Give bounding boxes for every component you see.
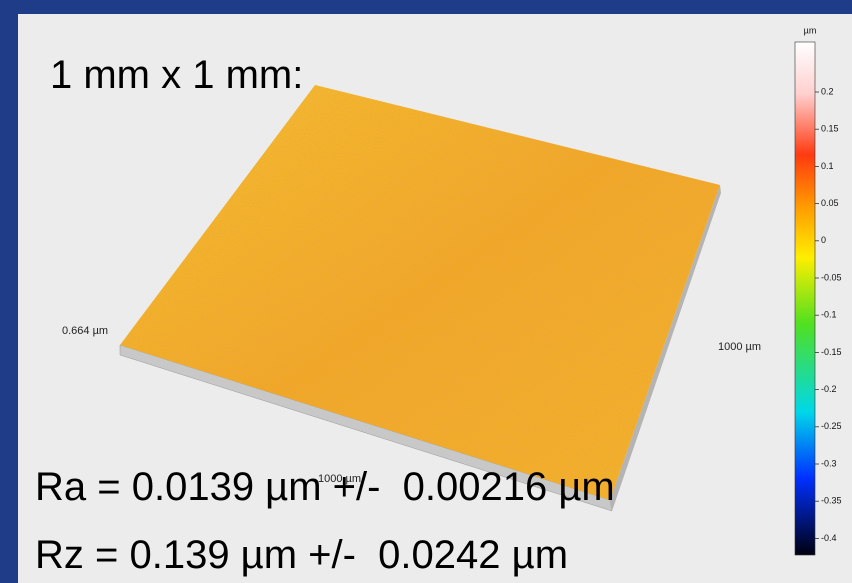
colorbar-tick-label: 0.15 bbox=[821, 124, 839, 134]
colorbar bbox=[795, 42, 815, 555]
colorbar-tick-label: 0 bbox=[821, 235, 826, 245]
colorbar-tick-label: -0.15 bbox=[821, 347, 842, 357]
colorbar-tick-label: -0.05 bbox=[821, 272, 842, 282]
colorbar-tick-label: -0.1 bbox=[821, 310, 837, 320]
title: 1 mm x 1 mm: bbox=[50, 53, 303, 97]
colorbar-tick-label: -0.4 bbox=[821, 533, 837, 543]
colorbar-tick-label: 0.1 bbox=[821, 161, 834, 171]
colorbar-tick-label: -0.25 bbox=[821, 421, 842, 431]
ra-stat: Ra = 0.0139 µm +/- 0.00216 µm bbox=[35, 465, 615, 509]
height-label: 0.664 µm bbox=[62, 325, 108, 337]
rz-stat: Rz = 0.139 µm +/- 0.0242 µm bbox=[35, 533, 568, 577]
colorbar-tick-label: 0.05 bbox=[821, 198, 839, 208]
colorbar-tick-label: -0.3 bbox=[821, 458, 837, 468]
x-axis-label: 1000 µm bbox=[718, 341, 761, 353]
colorbar-unit: µm bbox=[804, 25, 817, 35]
page: {"title": "1 mm x 1 mm:", "plot": {"heig… bbox=[0, 0, 852, 583]
colorbar-tick-label: 0.2 bbox=[821, 86, 834, 96]
colorbar-tick-label: -0.2 bbox=[821, 384, 837, 394]
slide: µm 1 mm x 1 mm: 0.664 µm 1000 µm 1000 µm… bbox=[0, 0, 852, 583]
colorbar-tick-label: -0.35 bbox=[821, 496, 842, 506]
